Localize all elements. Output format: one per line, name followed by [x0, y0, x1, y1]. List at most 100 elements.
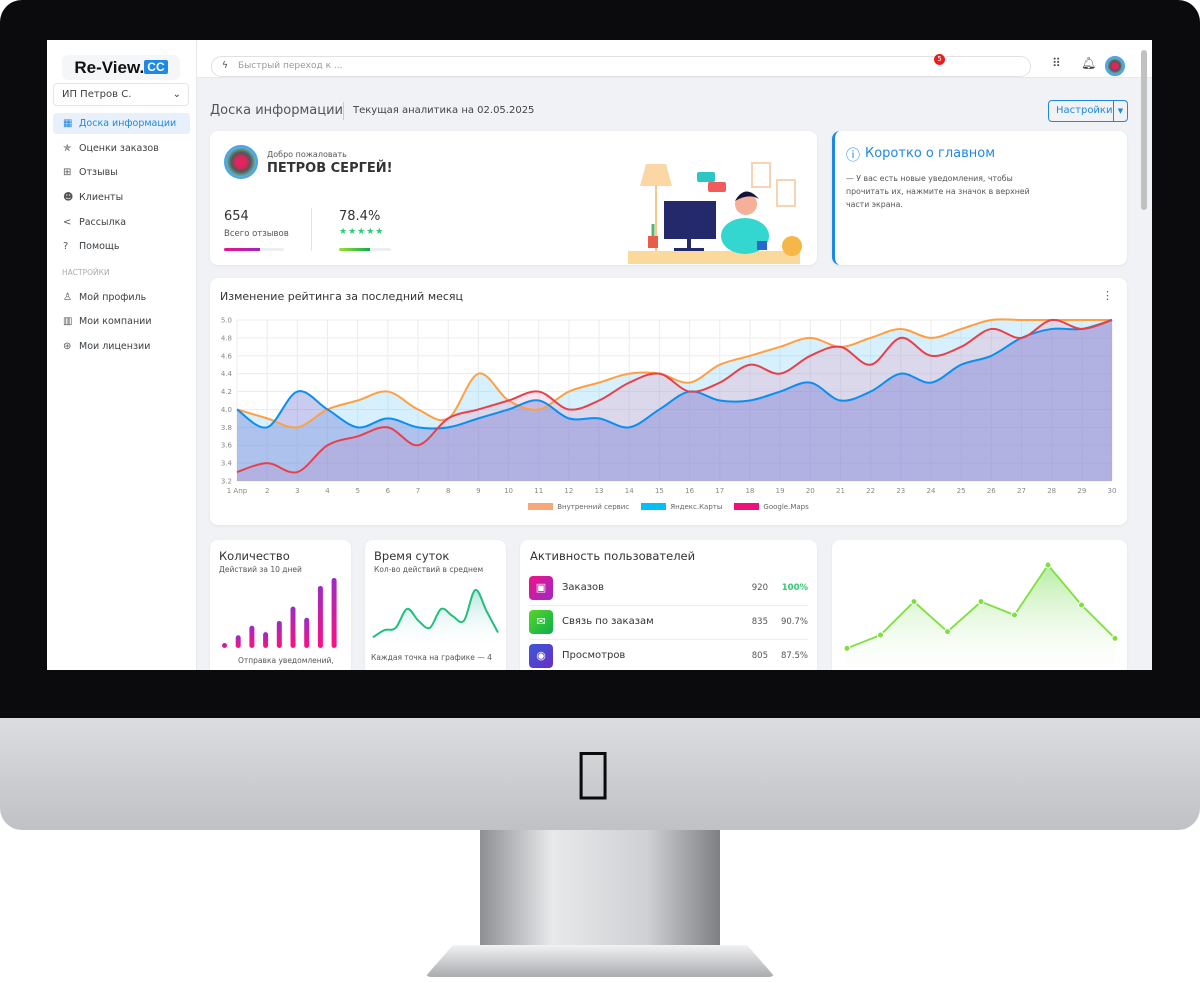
quantity-bar-chart [222, 578, 337, 648]
search-input[interactable]: ϟ Быстрый переход к ... [211, 56, 1031, 77]
sidebar-item-dashboard[interactable]: ▦ Доска информации [53, 113, 190, 134]
legend-item[interactable]: Внутренний сервис [528, 503, 629, 511]
topbar: ϟ Быстрый переход к ... ⠿ 🔔︎ [197, 40, 1152, 78]
sidebar-item-licenses[interactable]: ⊛ Мои лицензии [53, 336, 190, 357]
time-of-day-subtitle: Кол-во действий в среднем [374, 565, 484, 574]
y-tick-label: 3.6 [221, 442, 233, 450]
activity-row-contacts[interactable]: ✉ Связь по заказам 835 90.7% [529, 606, 808, 640]
rating-percent: 78.4% [339, 209, 381, 224]
logo-text: Re-View. [74, 58, 145, 77]
quantity-bar [304, 617, 310, 648]
apps-grid-icon[interactable]: ⠿ [1052, 56, 1061, 70]
legend-item[interactable]: Яндекс.Карты [641, 503, 722, 511]
rating-progress [339, 248, 391, 251]
y-tick-label: 4.8 [221, 334, 232, 342]
reviews-progress [224, 248, 284, 251]
sidebar-item-reviews[interactable]: ⊞ Отзывы [53, 162, 190, 183]
sidebar-item-label: Помощь [79, 241, 120, 252]
x-tick-label: 3 [295, 487, 299, 495]
time-of-day-footer: Каждая точка на графике — 4 [371, 653, 492, 662]
quantity-bar [331, 578, 337, 648]
x-tick-label: 21 [836, 487, 845, 495]
info-icon: ⓘ [846, 148, 860, 164]
quantity-bar [263, 632, 269, 648]
y-tick-label: 4.6 [221, 352, 233, 360]
sidebar-item-profile[interactable]: ♙ Мой профиль [53, 287, 190, 308]
x-tick-label: 2 [265, 487, 269, 495]
info-card: ⓘ Коротко о главном — У вас есть новые у… [832, 131, 1127, 265]
legend-swatch [528, 503, 554, 510]
bell-icon[interactable]: 🔔︎ [1081, 56, 1097, 70]
search-placeholder: Быстрый переход к ... [238, 61, 343, 71]
activity-percent: 100% [781, 583, 808, 593]
x-tick-label: 11 [534, 487, 543, 495]
company-name: ИП Петров С. [62, 89, 132, 100]
activity-row-views[interactable]: ◉ Просмотров 805 87.5% [529, 640, 808, 670]
quantity-card: Количество Действий за 10 дней Отправка … [210, 540, 351, 670]
quantity-bar [249, 625, 255, 648]
legend-item[interactable]: Google.Maps [734, 502, 809, 511]
x-tick-label: 19 [776, 487, 785, 495]
logo[interactable]: Re-View. CC [62, 55, 180, 80]
activity-row-orders[interactable]: ▣ Заказов 920 100% [529, 572, 808, 606]
quantity-title: Количество [219, 549, 290, 563]
activity-percent: 87.5% [780, 651, 808, 661]
legend-swatch [641, 503, 667, 510]
chevron-down-icon: ⌄ [172, 89, 181, 100]
reviews-label: Всего отзывов [224, 229, 289, 239]
settings-button[interactable]: Настройки ▼ [1048, 100, 1128, 122]
x-tick-label: 20 [806, 487, 815, 495]
x-tick-label: 22 [866, 487, 875, 495]
quantity-bar [222, 643, 227, 648]
scrollbar[interactable] [1141, 50, 1147, 210]
sidebar-item-label: Отзывы [79, 167, 118, 178]
x-tick-label: 16 [685, 487, 694, 495]
y-tick-label: 3.2 [221, 478, 232, 486]
x-tick-label: 13 [595, 487, 604, 495]
trend-point [944, 628, 951, 636]
sidebar-item-order-ratings[interactable]: ✯ Оценки заказов [53, 138, 190, 159]
welcome-name: ПЕТРОВ СЕРГЕЙ! [267, 161, 393, 176]
monitor-chin [0, 718, 1200, 830]
page-subtitle: Текущая аналитика на 02.05.2025 [343, 102, 534, 120]
rating-stars-icon: ★★★★★ [339, 227, 385, 237]
info-text: — У вас есть новые уведомления, чтобы пр… [846, 174, 1030, 209]
activity-percent: 90.7% [780, 617, 808, 627]
award-icon: ⊛ [63, 341, 72, 352]
caret-down-icon[interactable]: ▼ [1113, 101, 1127, 121]
rating-line-chart: 3.23.43.63.84.04.24.44.64.85.01 Апр 2 3 4 5 6… [221, 317, 1117, 496]
series-area [237, 319, 1112, 481]
monitor-foot [425, 945, 775, 977]
time-of-day-title: Время суток [374, 549, 450, 563]
legend-label: Google.Maps [763, 502, 809, 511]
monitor-stand [480, 830, 720, 950]
dashboard-icon: ▦ [63, 118, 73, 129]
more-vertical-icon[interactable]: ⋮ [1102, 289, 1113, 302]
x-tick-label: 10 [504, 487, 513, 495]
welcome-card: Добро пожаловать ПЕТРОВ СЕРГЕЙ! 654 Всег… [210, 131, 817, 265]
user-avatar[interactable] [1105, 56, 1125, 76]
x-tick-label: 18 [745, 487, 754, 495]
sidebar-item-label: Клиенты [79, 192, 124, 203]
help-icon: ? [63, 241, 69, 252]
x-tick-label: 24 [927, 487, 936, 495]
sidebar-item-label: Рассылка [79, 217, 127, 228]
share-icon: < [63, 217, 72, 228]
apple-logo-icon:  [577, 740, 609, 803]
sidebar-item-clients[interactable]: ☻ Клиенты [53, 187, 190, 208]
activity-title: Активность пользователей [530, 549, 696, 563]
sidebar-item-companies[interactable]: ▥ Мои компании [53, 311, 190, 332]
sidebar-item-label: Мои лицензии [79, 341, 151, 352]
notification-badge: 5 [934, 54, 945, 65]
trend-area-chart [843, 561, 1119, 670]
reviews-total: 654 [224, 209, 249, 224]
company-select[interactable]: ИП Петров С. ⌄ [53, 83, 189, 106]
workspace-illustration [628, 162, 802, 264]
x-tick-label: 15 [655, 487, 664, 495]
sidebar-item-help[interactable]: ? Помощь [53, 236, 190, 257]
activity-label: Заказов [562, 582, 605, 593]
x-tick-label: 25 [957, 487, 966, 495]
x-tick-label: 27 [1017, 487, 1026, 495]
sidebar-item-mailing[interactable]: < Рассылка [53, 212, 190, 233]
info-title: Коротко о главном [865, 146, 996, 161]
